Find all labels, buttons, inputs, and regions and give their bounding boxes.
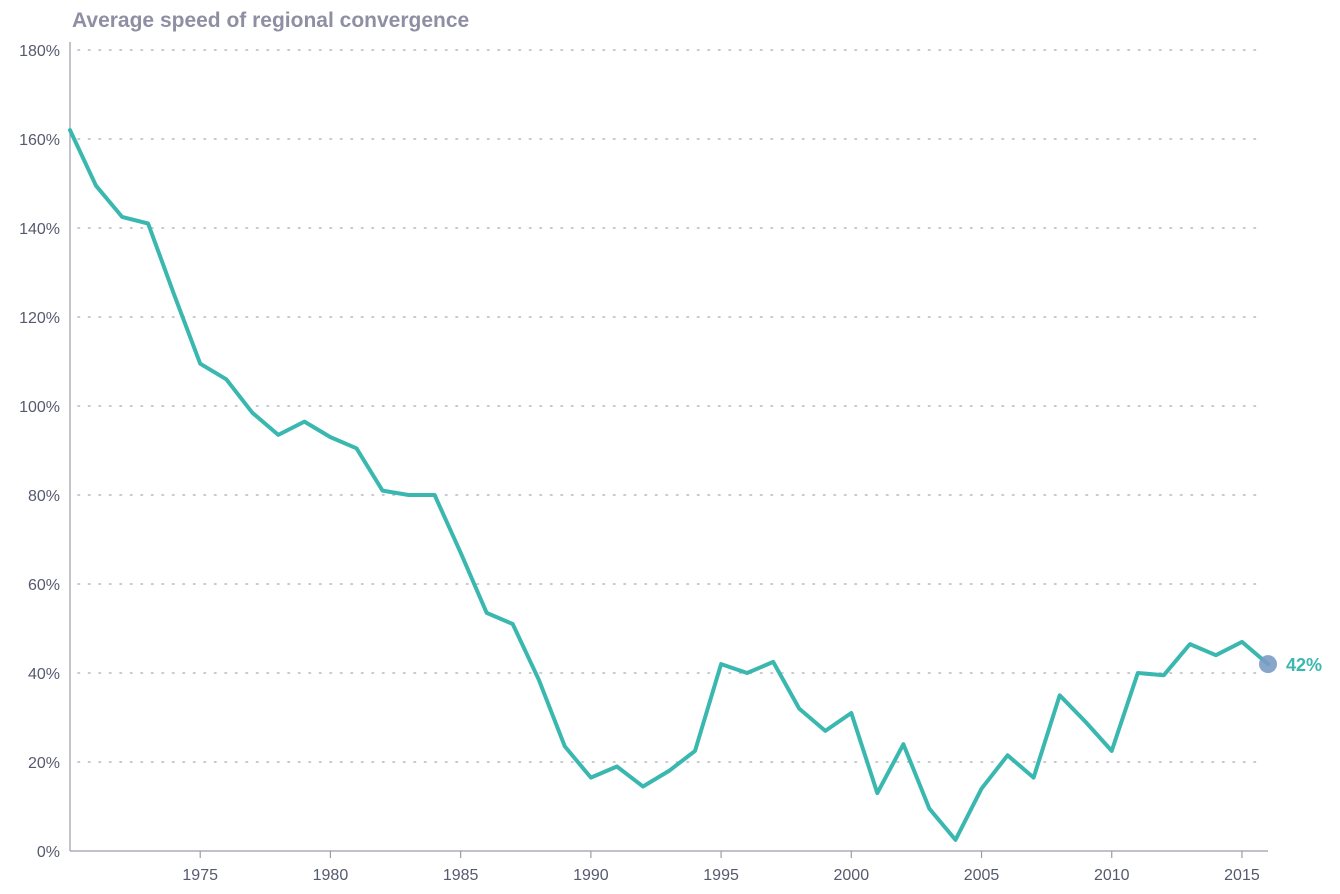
y-tick-label: 60% [28,577,60,594]
y-tick-label: 120% [19,310,60,327]
end-value-label: 42% [1286,655,1322,675]
x-tick-label: 1990 [573,867,609,884]
y-tick-label: 100% [19,399,60,416]
x-tick-label: 1995 [703,867,739,884]
x-tick-labels: 1975 1980 1985 1990 1995 2000 2005 2010 2015 [182,851,1260,884]
x-tick-label: 2000 [834,867,870,884]
grid-lines [77,49,1263,763]
x-tick-label: 1975 [182,867,218,884]
y-tick-labels: 0% 20% 40% 60% 80% 100% 120% 140% 160% 180% [19,43,60,861]
end-marker-group: 42% [1259,655,1322,675]
series [68,128,1270,842]
y-tick-label: 160% [19,132,60,149]
y-tick-label: 40% [28,666,60,683]
x-tick-label: 2015 [1224,867,1260,884]
end-point-marker [1259,655,1277,674]
x-tick-label: 2005 [964,867,1000,884]
chart-title: Average speed of regional convergence [72,9,470,32]
y-tick-label: 20% [28,755,60,772]
series-line [68,128,1270,842]
x-tick-label: 1980 [313,867,349,884]
y-tick-label: 140% [19,221,60,238]
axes [69,42,1268,852]
x-tick-label: 1985 [443,867,479,884]
y-tick-label: 0% [37,844,60,861]
x-tick-label: 2010 [1094,867,1130,884]
y-tick-label: 180% [19,43,60,60]
y-tick-label: 80% [28,488,60,505]
